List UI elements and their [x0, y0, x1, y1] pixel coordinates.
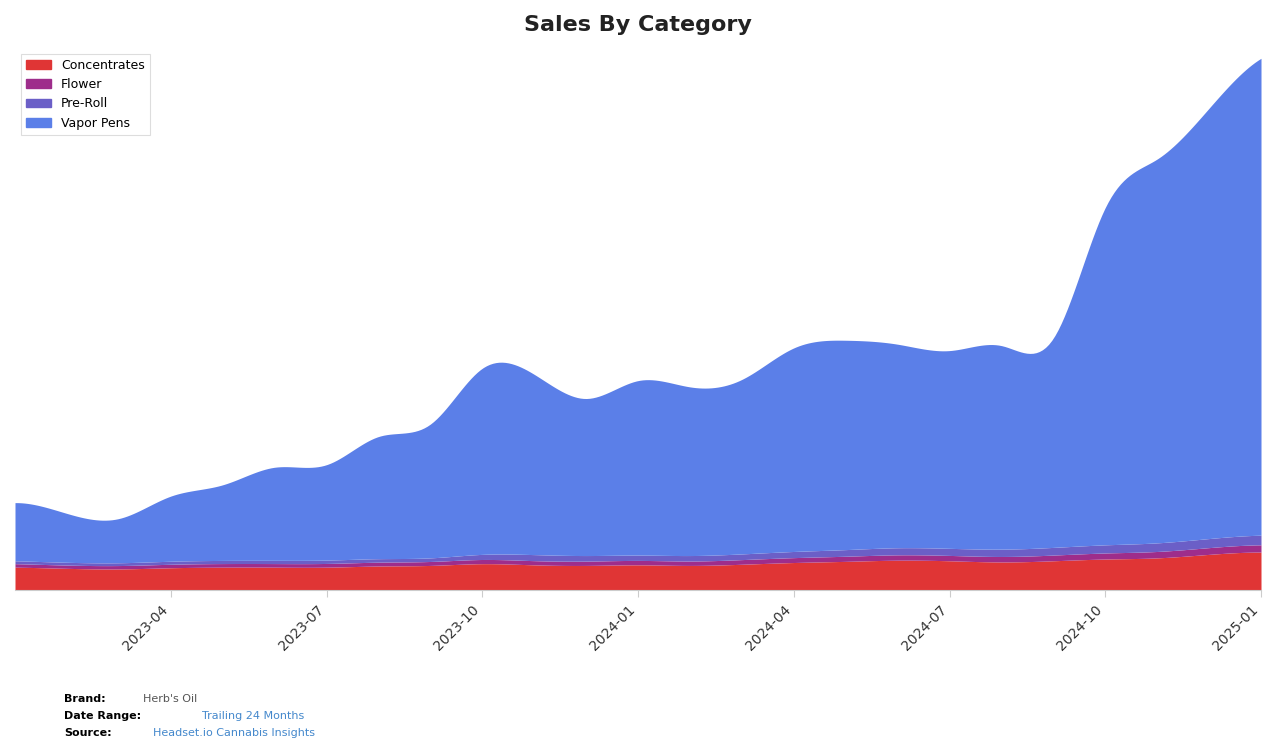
Text: Date Range:: Date Range: — [64, 711, 140, 720]
Text: Herb's Oil: Herb's Oil — [143, 694, 198, 703]
Text: Headset.io Cannabis Insights: Headset.io Cannabis Insights — [153, 728, 315, 738]
Legend: Concentrates, Flower, Pre-Roll, Vapor Pens: Concentrates, Flower, Pre-Roll, Vapor Pe… — [22, 54, 151, 134]
Text: Trailing 24 Months: Trailing 24 Months — [202, 711, 304, 720]
Text: Brand:: Brand: — [64, 694, 106, 703]
Title: Sales By Category: Sales By Category — [524, 15, 752, 35]
Text: Source:: Source: — [64, 728, 111, 738]
